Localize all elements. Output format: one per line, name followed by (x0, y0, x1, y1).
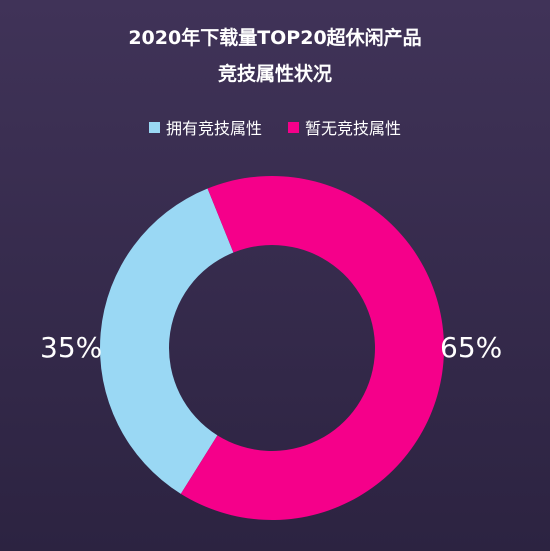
legend-swatch-with-competitive (148, 121, 160, 133)
chart-title-line-2: 竞技属性状况 (217, 63, 332, 85)
slice-label-without-competitive: 65% (440, 331, 503, 364)
slice-with-competitive (100, 188, 234, 494)
slice-without-competitive (180, 176, 445, 520)
legend-label-with-competitive: 拥有竞技属性 (165, 119, 262, 138)
legend-item-with-competitive: 拥有竞技属性 (148, 115, 262, 139)
slice-label-with-competitive: 35% (40, 331, 103, 364)
legend-swatch-without-competitive (288, 121, 299, 133)
chart-title-line-1: 2020年下载量TOP20超休闲产品 (128, 27, 422, 49)
chart-title: 2020年下载量TOP20超休闲产品 竞技属性状况 (0, 20, 550, 92)
legend-label-without-competitive: 暂无竞技属性 (305, 119, 402, 138)
chart-legend: 拥有竞技属性 暂无竞技属性 (0, 115, 550, 139)
legend-item-without-competitive: 暂无竞技属性 (288, 115, 401, 139)
